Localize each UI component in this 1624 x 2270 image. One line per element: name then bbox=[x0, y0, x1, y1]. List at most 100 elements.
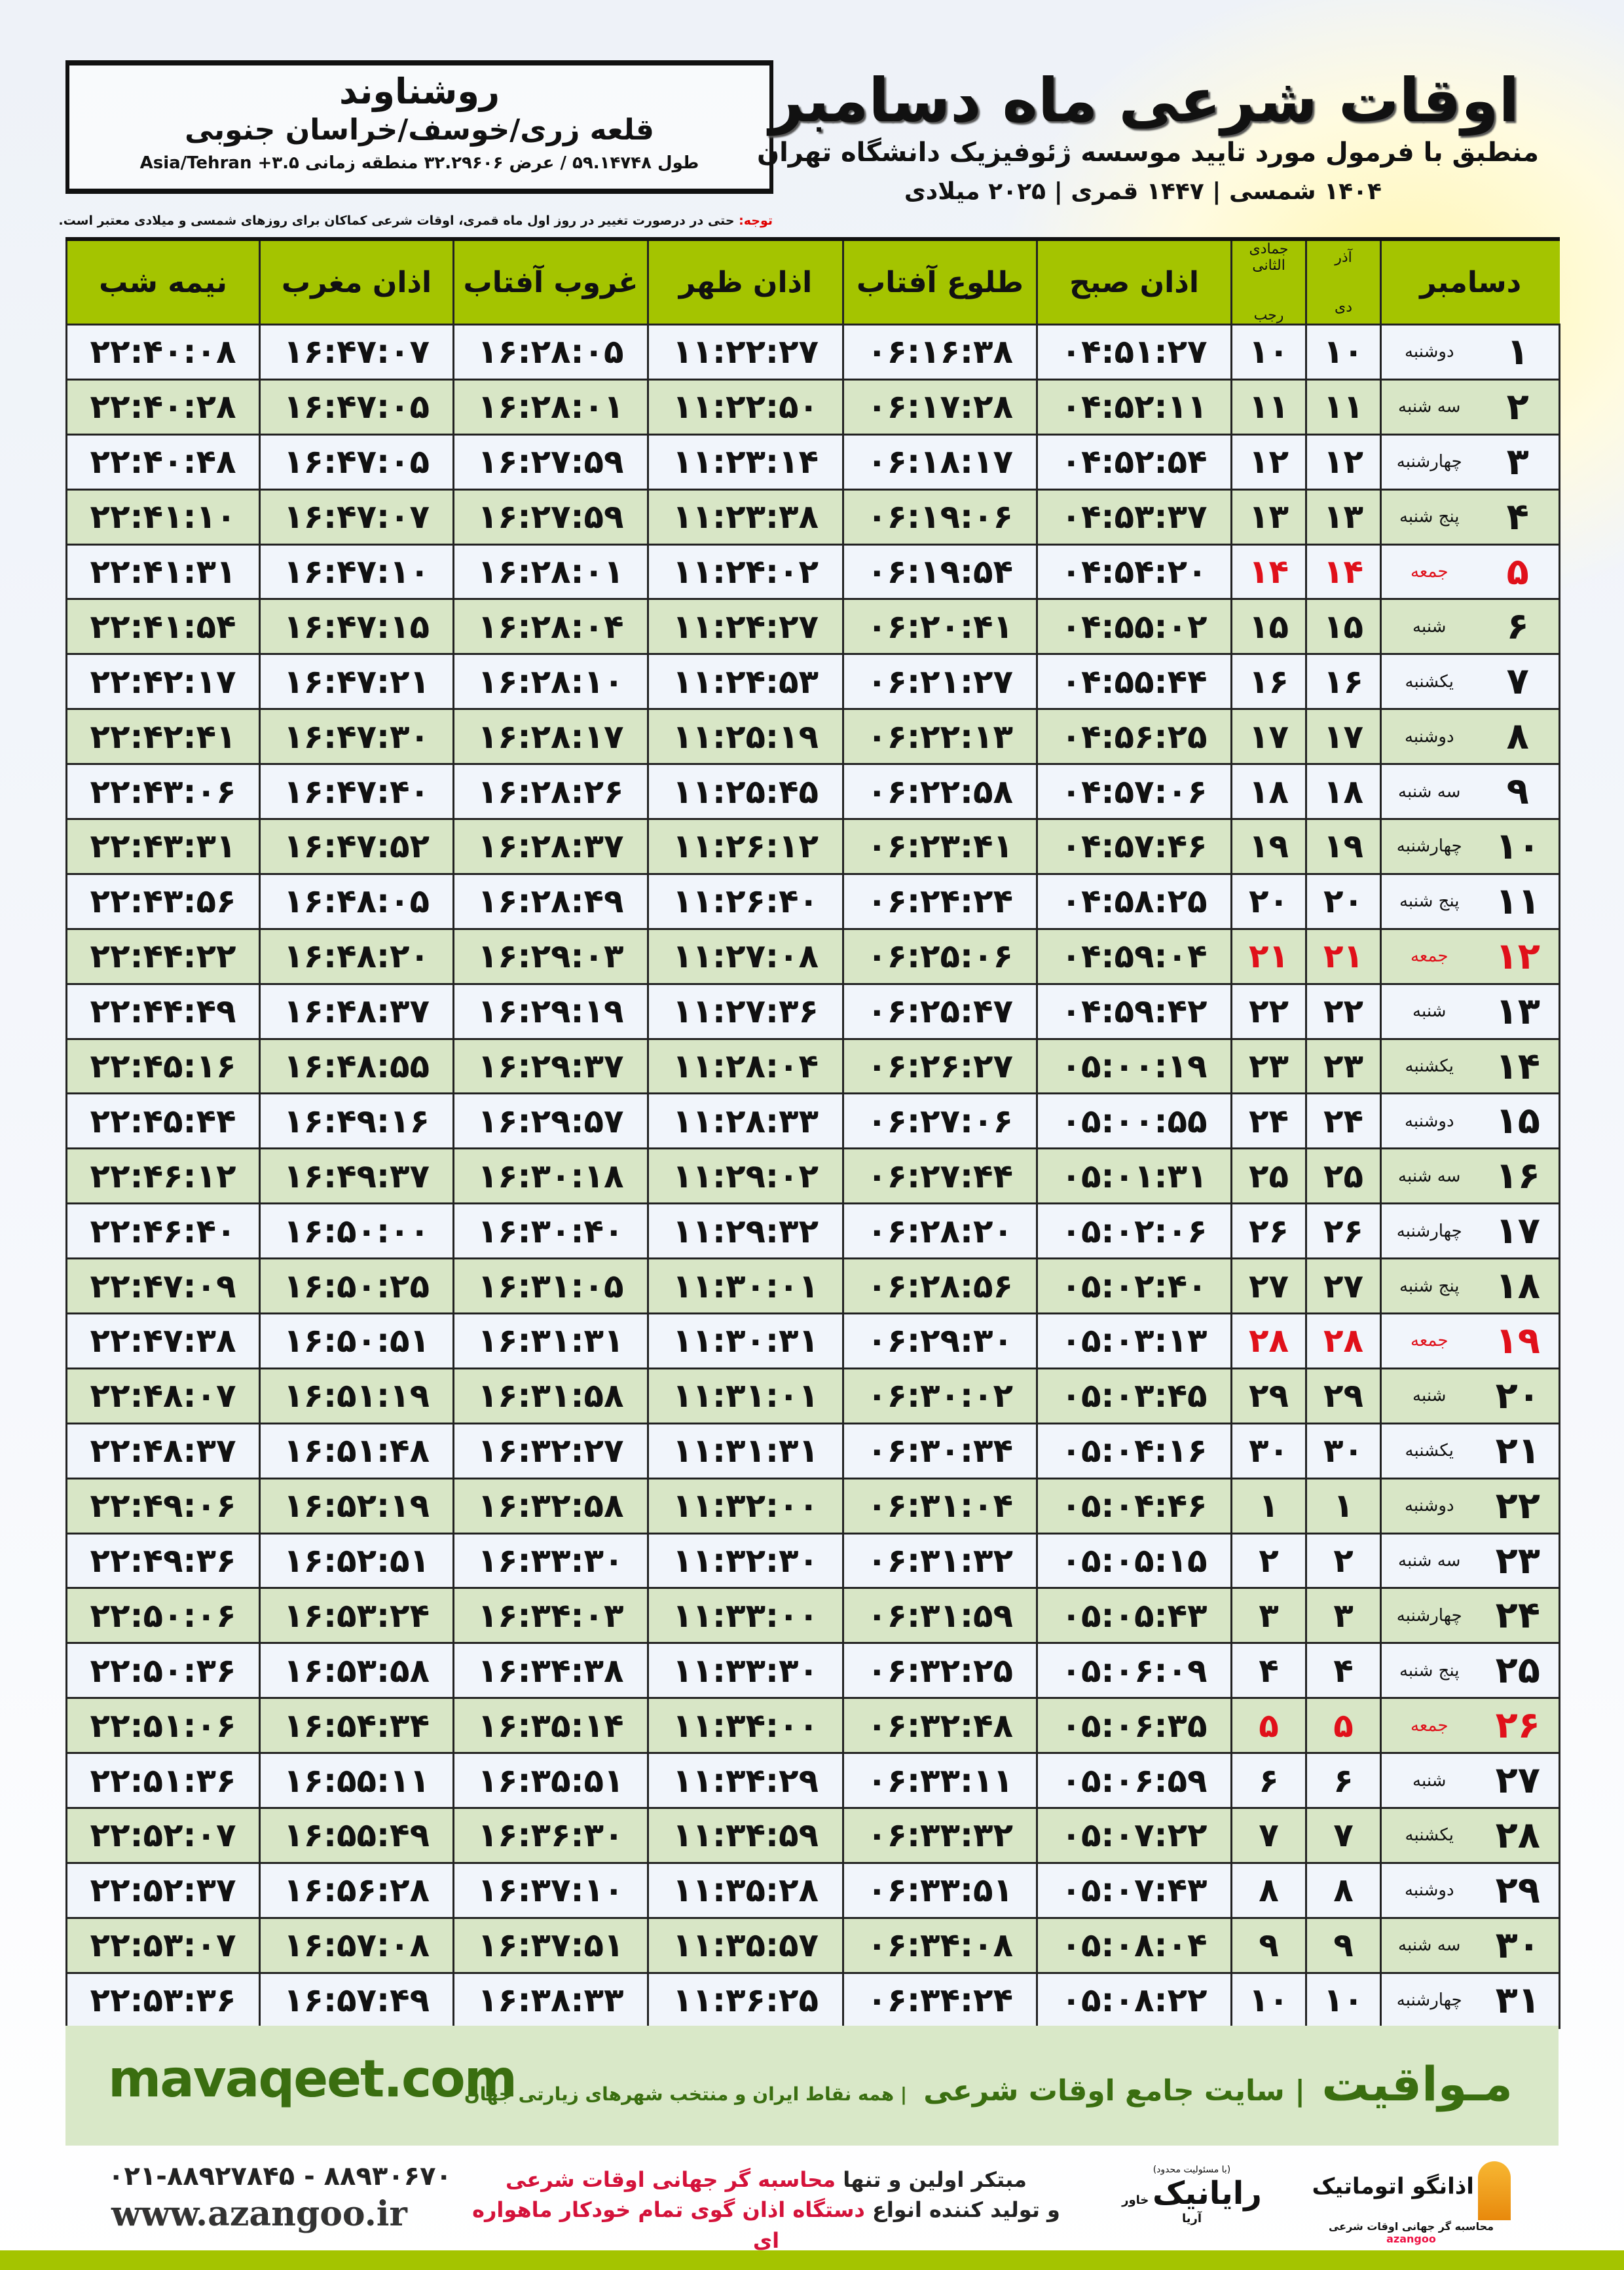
table-header: دسامبر آذر دی جمادی الثانی رجب اذان صبح طل… bbox=[65, 237, 1560, 325]
logo2-en: azangoo bbox=[1386, 2233, 1436, 2245]
midnight-time: ۲۲:۴۱:۵۴ bbox=[65, 598, 261, 656]
day-number: ۱۶ bbox=[1477, 1147, 1561, 1205]
sunset-time: ۱۶:۲۷:۵۹ bbox=[452, 433, 649, 491]
maghrib-time: ۱۶:۵۱:۱۹ bbox=[259, 1367, 454, 1424]
maghrib-time: ۱۶:۴۷:۰۷ bbox=[259, 324, 454, 381]
sunrise-time: ۰۶:۲۳:۴۱ bbox=[842, 818, 1038, 875]
table-row: ۱۰ چهارشنبه ۱۹ ۱۹ ۰۴:۵۷:۴۶ ۰۶:۲۳:۴۱ ۱۱:۲۶:۱۲ ۱۶… bbox=[65, 818, 1561, 875]
sunrise-time: ۰۶:۳۲:۲۵ bbox=[842, 1642, 1038, 1700]
hijri-day: ۲۴ bbox=[1230, 1092, 1307, 1150]
day-number: ۱۳ bbox=[1477, 982, 1561, 1040]
midnight-time: ۲۲:۴۷:۰۹ bbox=[65, 1257, 261, 1315]
sunset-time: ۱۶:۳۴:۰۳ bbox=[452, 1587, 649, 1645]
dhuhr-time: ۱۱:۲۴:۲۷ bbox=[647, 598, 844, 656]
fajr-time: ۰۴:۵۶:۲۵ bbox=[1036, 708, 1232, 766]
shamsi-day: ۷ bbox=[1305, 1807, 1382, 1864]
fajr-time: ۰۴:۵۹:۰۴ bbox=[1036, 927, 1232, 985]
maghrib-time: ۱۶:۴۸:۵۵ bbox=[259, 1037, 454, 1095]
midnight-time: ۲۲:۴۱:۳۱ bbox=[65, 543, 261, 601]
prayer-times-table: دسامبر آذر دی جمادی الثانی رجب اذان صبح طل… bbox=[65, 237, 1561, 2029]
dhuhr-time: ۱۱:۲۶:۱۲ bbox=[647, 818, 844, 875]
shamsi-day: ۱۱ bbox=[1305, 378, 1382, 436]
shamsi-day: ۲۲ bbox=[1305, 982, 1382, 1040]
day-number: ۲۱ bbox=[1477, 1422, 1561, 1479]
sunrise-time: ۰۶:۲۷:۰۶ bbox=[842, 1092, 1038, 1150]
shamsi-day: ۲۴ bbox=[1305, 1092, 1382, 1150]
midnight-time: ۲۲:۵۰:۰۶ bbox=[65, 1587, 261, 1645]
fajr-time: ۰۵:۰۵:۴۳ bbox=[1036, 1587, 1232, 1645]
table-row: ۲۶ جمعه ۵ ۵ ۰۵:۰۶:۳۵ ۰۶:۳۲:۴۸ ۱۱:۳۴:۰۰ ۱۶:۳۵:۱۴… bbox=[65, 1697, 1561, 1755]
hijri-day: ۱۷ bbox=[1230, 708, 1307, 766]
shamsi-day: ۱۰ bbox=[1305, 324, 1382, 381]
fajr-time: ۰۵:۰۸:۲۲ bbox=[1036, 1971, 1232, 2029]
shamsi-day: ۲۷ bbox=[1305, 1257, 1382, 1315]
day-number: ۳۱ bbox=[1477, 1971, 1561, 2029]
shamsi-day: ۲۹ bbox=[1305, 1367, 1382, 1424]
fajr-time: ۰۴:۵۳:۳۷ bbox=[1036, 488, 1232, 546]
fajr-time: ۰۵:۰۱:۳۱ bbox=[1036, 1147, 1232, 1205]
weekday: دوشنبه bbox=[1379, 324, 1477, 381]
shamsi-day: ۸ bbox=[1305, 1861, 1382, 1919]
day-number: ۴ bbox=[1477, 488, 1561, 546]
shamsi-day: ۱۷ bbox=[1305, 708, 1382, 766]
maghrib-time: ۱۶:۴۷:۰۵ bbox=[259, 378, 454, 436]
mavaqeet-link[interactable]: mavaqeet.com bbox=[108, 2050, 517, 2109]
dhuhr-time: ۱۱:۲۸:۳۳ bbox=[647, 1092, 844, 1150]
mavaqeet-slogan: مـواقیت | سایت جامع اوقات شرعی | همه نقا… bbox=[464, 2056, 1513, 2112]
midnight-time: ۲۲:۴۹:۳۶ bbox=[65, 1532, 261, 1590]
weekday: دوشنبه bbox=[1379, 1092, 1477, 1150]
maghrib-time: ۱۶:۵۲:۵۱ bbox=[259, 1532, 454, 1590]
hijri-day: ۸ bbox=[1230, 1861, 1307, 1919]
shamsi-day: ۲۱ bbox=[1305, 927, 1382, 985]
year-line: ۱۴۰۴ شمسی | ۱۴۴۷ قمری | ۲۰۲۵ میلادی bbox=[904, 178, 1382, 205]
maghrib-time: ۱۶:۴۷:۰۵ bbox=[259, 433, 454, 491]
day-number: ۱۴ bbox=[1477, 1037, 1561, 1095]
sunset-time: ۱۶:۳۱:۵۸ bbox=[452, 1367, 649, 1424]
dhuhr-time: ۱۱:۲۲:۲۷ bbox=[647, 324, 844, 381]
fajr-time: ۰۴:۵۷:۴۶ bbox=[1036, 818, 1232, 875]
weekday: پنج شنبه bbox=[1379, 1257, 1477, 1315]
fajr-time: ۰۴:۵۵:۴۴ bbox=[1036, 653, 1232, 711]
shamsi-day: ۱۹ bbox=[1305, 818, 1382, 875]
shamsi-day: ۱۸ bbox=[1305, 763, 1382, 821]
midnight-time: ۲۲:۴۶:۴۰ bbox=[65, 1202, 261, 1260]
col-month: دسامبر bbox=[1379, 237, 1560, 325]
sunrise-time: ۰۶:۱۸:۱۷ bbox=[842, 433, 1038, 491]
col-maghrib: اذان مغرب bbox=[259, 237, 454, 325]
sunrise-time: ۰۶:۲۵:۰۶ bbox=[842, 927, 1038, 985]
hijri-day: ۶ bbox=[1230, 1752, 1307, 1810]
col-shamsi: آذر دی bbox=[1305, 237, 1381, 325]
weekday: سه شنبه bbox=[1379, 763, 1477, 821]
dhuhr-time: ۱۱:۲۴:۵۳ bbox=[647, 653, 844, 711]
col-sunrise: طلوع آفتاب bbox=[842, 237, 1037, 325]
dhuhr-time: ۱۱:۳۴:۲۹ bbox=[647, 1752, 844, 1810]
sunset-time: ۱۶:۳۱:۳۱ bbox=[452, 1312, 649, 1369]
table-row: ۲۸ یکشنبه ۷ ۷ ۰۵:۰۷:۲۲ ۰۶:۳۳:۳۲ ۱۱:۳۴:۵۹ ۱۶:۳۶:… bbox=[65, 1807, 1561, 1864]
subtitle: منطبق با فرمول مورد تایید موسسه ژئوفیزیک… bbox=[756, 138, 1539, 168]
hijri-day: ۱۱ bbox=[1230, 378, 1307, 436]
dhuhr-time: ۱۱:۲۳:۱۴ bbox=[647, 433, 844, 491]
day-number: ۱۵ bbox=[1477, 1092, 1561, 1150]
brand-logo: مـواقیت bbox=[1321, 2056, 1513, 2112]
weekday: یکشنبه bbox=[1379, 1422, 1477, 1479]
fajr-time: ۰۵:۰۴:۴۶ bbox=[1036, 1477, 1232, 1535]
sunrise-time: ۰۶:۳۰:۰۲ bbox=[842, 1367, 1038, 1424]
maghrib-time: ۱۶:۴۷:۰۷ bbox=[259, 488, 454, 546]
maghrib-time: ۱۶:۴۷:۲۱ bbox=[259, 653, 454, 711]
shamsi-day: ۱۵ bbox=[1305, 598, 1382, 656]
midnight-time: ۲۲:۴۹:۰۶ bbox=[65, 1477, 261, 1535]
table-row: ۲۷ شنبه ۶ ۶ ۰۵:۰۶:۵۹ ۰۶:۳۳:۱۱ ۱۱:۳۴:۲۹ ۱۶:۳۵:۵۱… bbox=[65, 1752, 1561, 1810]
maghrib-time: ۱۶:۴۷:۱۰ bbox=[259, 543, 454, 601]
fajr-time: ۰۵:۰۳:۴۵ bbox=[1036, 1367, 1232, 1424]
day-number: ۵ bbox=[1477, 543, 1561, 601]
shamsi-day: ۱۴ bbox=[1305, 543, 1382, 601]
dhuhr-time: ۱۱:۲۹:۳۲ bbox=[647, 1202, 844, 1260]
sunset-time: ۱۶:۲۹:۱۹ bbox=[452, 982, 649, 1040]
logo2-text: اذانگو اتوماتیک bbox=[1312, 2173, 1474, 2200]
maghrib-time: ۱۶:۵۳:۵۸ bbox=[259, 1642, 454, 1700]
hijri-day: ۲۲ bbox=[1230, 982, 1307, 1040]
azangoo-link[interactable]: www.azangoo.ir bbox=[111, 2194, 407, 2234]
sunrise-time: ۰۶:۳۲:۴۸ bbox=[842, 1697, 1038, 1755]
shamsi-day: ۹ bbox=[1305, 1916, 1382, 1974]
note: توجه: حتی در درصورت تغییر در روز اول ماه… bbox=[58, 214, 773, 228]
